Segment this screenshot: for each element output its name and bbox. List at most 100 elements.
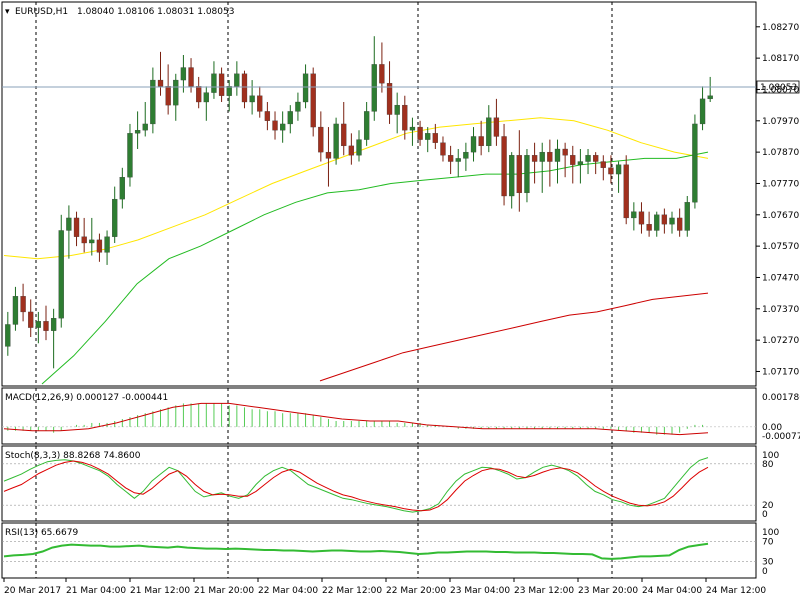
current-price-box [756, 80, 800, 94]
candle-body-51 [394, 104, 400, 115]
candle-body-59 [455, 158, 461, 162]
candle-body-10 [81, 236, 87, 244]
candle-body-57 [440, 142, 446, 156]
macd-panel-frame [1, 387, 757, 445]
price-tick-label-10: 1.07270 [762, 336, 799, 346]
candle-body-35 [272, 120, 278, 131]
candle-body-15 [119, 177, 125, 200]
candle-body-75 [577, 161, 584, 165]
time-tick-label-3: 21 Mar 20:00 [194, 586, 254, 596]
candle-body-16 [127, 133, 133, 178]
candle-body-43 [333, 123, 339, 159]
candle-body-84 [646, 224, 652, 231]
candle-body-6 [50, 318, 57, 331]
candle-body-74 [570, 155, 576, 165]
candle-body-79 [608, 167, 614, 175]
candle-body-13 [104, 236, 110, 253]
candle-body-88 [676, 217, 683, 231]
candle-body-8 [66, 217, 72, 231]
price-tick-label-7: 1.07570 [762, 242, 799, 252]
price-tick-label-2: 1.08070 [762, 85, 799, 95]
candle-body-28 [218, 73, 225, 96]
time-tick-label-5: 22 Mar 12:00 [322, 586, 382, 596]
candle-body-47 [363, 111, 370, 140]
rsi-tick-label-3: 0 [762, 567, 768, 577]
price-tick-label-6: 1.07670 [762, 211, 799, 221]
stoch-series [3, 457, 709, 513]
candle-body-12 [96, 239, 103, 253]
candle-body-44 [341, 123, 347, 147]
candle-body-7 [58, 230, 64, 319]
time-tick-label-11: 24 Mar 12:00 [706, 586, 766, 596]
candle-body-60 [463, 151, 469, 159]
candle-body-81 [623, 164, 629, 219]
chart-ohlc: 1.08040 1.08106 1.08031 1.08053 [77, 7, 234, 17]
candle-body-56 [432, 133, 438, 143]
time-tick-label-4: 22 Mar 04:00 [258, 586, 318, 596]
time-tick-label-8: 23 Mar 12:00 [514, 586, 574, 596]
price-tick-label-5: 1.07770 [762, 179, 799, 189]
candle-body-4 [35, 321, 42, 328]
candle-body-38 [295, 101, 301, 112]
candle-body-70 [539, 151, 545, 162]
candle-body-67 [516, 155, 522, 194]
candle-body-45 [348, 145, 355, 156]
candle-body-82 [631, 211, 637, 219]
candle-body-64 [493, 117, 500, 137]
price-tick-label-1: 1.08170 [762, 54, 799, 64]
rsi-tick-label-2: 30 [762, 557, 774, 567]
candle-body-3 [28, 311, 34, 328]
price-tick-label-3: 1.07970 [762, 117, 799, 127]
time-tick-label-2: 21 Mar 12:00 [130, 586, 190, 596]
candle-body-34 [264, 111, 271, 121]
ma-fast-line [3, 117, 709, 260]
candle-body-90 [692, 123, 698, 203]
candle-body-61 [470, 136, 477, 153]
candle-body-42 [325, 151, 332, 159]
candle-body-77 [593, 155, 599, 162]
candle-body-72 [554, 148, 561, 162]
candle-body-89 [684, 202, 690, 231]
candle-body-36 [280, 123, 286, 131]
candle-body-52 [402, 104, 408, 131]
current-price-label: 1.08053 [760, 83, 797, 93]
stoch-tick-label-1: 80 [762, 460, 774, 470]
candle-body-68 [524, 155, 530, 194]
candle-body-22 [173, 79, 179, 106]
rsi-tick-label-0: 100 [762, 528, 779, 538]
stoch-tick-label-3: 0 [762, 510, 768, 520]
candle-body-33 [257, 95, 263, 112]
candle-body-49 [379, 64, 385, 84]
main-panel-frame [1, 1, 757, 387]
candle-body-37 [287, 111, 293, 125]
candle-body-50 [386, 83, 393, 115]
candle-body-2 [20, 296, 26, 313]
price-tick-label-4: 1.07870 [762, 148, 799, 158]
candle-body-53 [409, 126, 416, 131]
rsi-title: RSI(13) 65.6679 [5, 528, 78, 538]
time-tick-label-0: 20 Mar 2017 [4, 586, 61, 596]
candle-body-40 [310, 73, 316, 128]
candle-body-73 [562, 148, 568, 156]
candle-body-23 [180, 67, 187, 81]
macd-tick-label-0: 0.001786 [762, 393, 800, 403]
candle-body-11 [89, 239, 95, 244]
time-tick-label-7: 23 Mar 04:00 [450, 586, 510, 596]
candle-body-29 [226, 86, 232, 96]
candle-body-19 [150, 79, 156, 125]
candle-body-25 [196, 86, 202, 103]
candle-body-14 [112, 198, 118, 237]
candle-body-39 [302, 73, 309, 103]
stoch-panel-frame [1, 445, 757, 522]
candle-body-48 [371, 64, 377, 112]
candle-body-65 [501, 136, 507, 197]
candle-body-66 [509, 155, 515, 197]
candle-body-86 [661, 214, 668, 225]
macd-tick-label-2: -0.000777 [762, 432, 800, 442]
candle-body-24 [188, 67, 194, 87]
time-tick-label-1: 21 Mar 04:00 [66, 586, 126, 596]
rsi-series [3, 542, 709, 560]
candle-body-18 [142, 123, 148, 131]
stoch-main-line [3, 457, 709, 513]
